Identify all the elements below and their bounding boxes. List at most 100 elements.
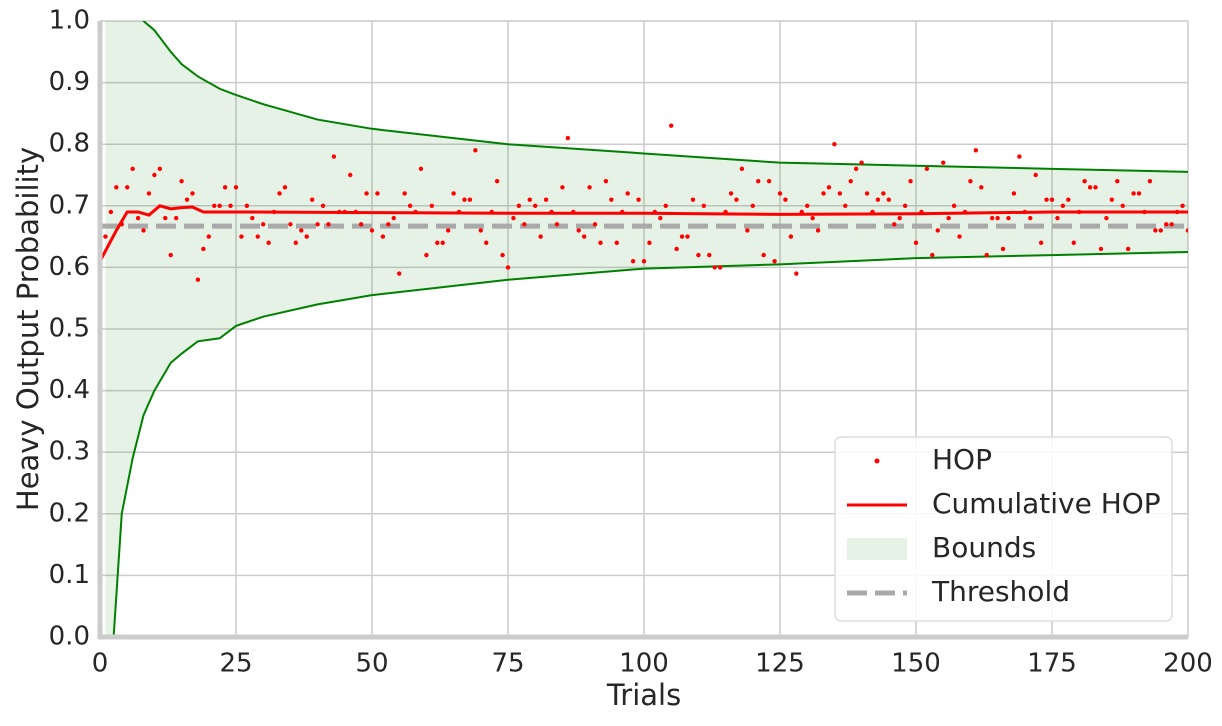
hop-point bbox=[995, 215, 1000, 221]
hop-point bbox=[696, 252, 701, 258]
hop-point bbox=[233, 185, 239, 190]
hop-point bbox=[1093, 185, 1098, 190]
hop-point bbox=[282, 185, 288, 190]
y-axis-label: Heavy Output Probability bbox=[11, 147, 45, 511]
hop-point bbox=[1049, 197, 1055, 202]
hop-point bbox=[1125, 246, 1131, 252]
hop-point bbox=[750, 203, 755, 208]
hop-point bbox=[864, 191, 870, 196]
hop-point bbox=[805, 203, 810, 208]
hop-point bbox=[859, 160, 864, 165]
legend-label: HOP bbox=[932, 443, 992, 476]
hop-point bbox=[679, 234, 685, 239]
hop-point bbox=[554, 222, 560, 227]
hop-point bbox=[745, 228, 750, 233]
hop-point bbox=[723, 209, 728, 215]
hop-point bbox=[152, 172, 157, 178]
hop-point bbox=[1147, 178, 1153, 184]
hop-point bbox=[288, 222, 293, 227]
hop-point bbox=[886, 197, 891, 202]
x-tick-label: 50 bbox=[355, 649, 388, 679]
hop-point bbox=[728, 191, 734, 196]
hop-point bbox=[277, 191, 282, 196]
hop-point bbox=[837, 191, 843, 196]
hop-point bbox=[505, 265, 511, 270]
legend-marker bbox=[874, 458, 880, 464]
hop-point bbox=[609, 197, 614, 202]
hop-point bbox=[358, 222, 364, 227]
x-tick-label: 0 bbox=[92, 649, 109, 679]
hop-point bbox=[815, 228, 821, 233]
hop-point bbox=[293, 240, 299, 245]
hop-point bbox=[195, 277, 201, 282]
hop-point bbox=[701, 203, 707, 208]
hop-point bbox=[587, 185, 592, 190]
hop-point bbox=[924, 166, 930, 172]
hop-point bbox=[250, 215, 255, 221]
y-tick-label: 0.0 bbox=[49, 622, 90, 652]
hop-point bbox=[870, 209, 875, 215]
hop-point bbox=[451, 191, 456, 196]
hop-point bbox=[843, 203, 848, 208]
hop-point bbox=[941, 160, 946, 165]
hop-point bbox=[663, 203, 668, 208]
legend-label: Threshold bbox=[931, 575, 1070, 608]
hop-point bbox=[984, 252, 989, 258]
hop-point bbox=[1044, 197, 1049, 202]
hop-point bbox=[255, 234, 260, 239]
hop-point bbox=[375, 191, 380, 196]
hop-point bbox=[897, 215, 902, 221]
hop-point bbox=[500, 252, 505, 258]
hop-point bbox=[391, 215, 396, 221]
hop-point bbox=[951, 203, 957, 208]
hop-point bbox=[799, 209, 804, 215]
hop-point bbox=[467, 197, 473, 202]
hop-point bbox=[581, 234, 587, 239]
x-tick-label: 150 bbox=[891, 649, 941, 679]
y-tick-label: 0.8 bbox=[49, 129, 90, 159]
hop-point bbox=[429, 203, 435, 208]
hop-point bbox=[299, 228, 304, 233]
hop-point bbox=[636, 197, 641, 202]
hop-point bbox=[135, 215, 141, 221]
hop-point bbox=[478, 228, 483, 233]
hop-point bbox=[989, 215, 995, 221]
y-tick-label: 0.1 bbox=[49, 560, 90, 590]
hop-point bbox=[560, 185, 565, 190]
hop-point bbox=[228, 203, 233, 208]
hop-point bbox=[119, 222, 124, 227]
hop-point bbox=[206, 234, 211, 239]
hop-point bbox=[190, 191, 195, 196]
hop-point bbox=[1055, 215, 1060, 221]
hop-point bbox=[669, 123, 674, 128]
hop-point bbox=[445, 228, 451, 233]
hop-point bbox=[163, 215, 168, 221]
hop-point bbox=[794, 271, 799, 276]
hop-point bbox=[543, 197, 549, 202]
x-axis-label: Trials bbox=[606, 678, 681, 712]
hop-point bbox=[908, 178, 913, 184]
hop-point bbox=[919, 209, 924, 215]
hop-point bbox=[1104, 215, 1109, 221]
hop-point bbox=[1087, 185, 1093, 190]
hop-point bbox=[603, 178, 609, 184]
hop-point bbox=[1158, 228, 1164, 233]
hop-point bbox=[1131, 191, 1136, 196]
hop-point bbox=[625, 191, 630, 196]
hop-point bbox=[674, 246, 679, 252]
hop-point bbox=[690, 197, 696, 202]
hop-point bbox=[380, 234, 386, 239]
hop-point bbox=[397, 271, 402, 276]
hop-point bbox=[114, 185, 119, 190]
hop-point bbox=[239, 234, 244, 239]
hop-point bbox=[326, 222, 331, 227]
hop-point bbox=[717, 265, 723, 270]
hop-point bbox=[1000, 246, 1006, 252]
hop-point bbox=[979, 185, 984, 190]
hop-point bbox=[353, 209, 358, 215]
hop-point bbox=[266, 240, 271, 245]
hop-point bbox=[1164, 222, 1169, 227]
hop-point bbox=[571, 209, 576, 215]
bounds-area bbox=[105, 21, 1188, 637]
